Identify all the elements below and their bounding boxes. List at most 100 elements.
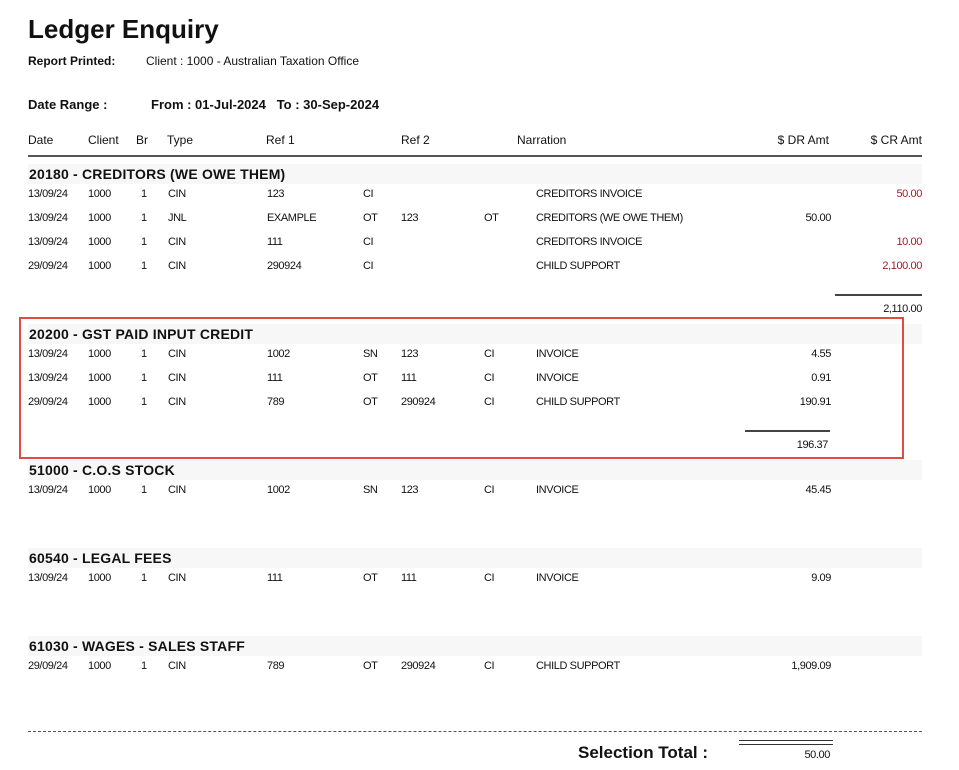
total-underline xyxy=(835,294,922,296)
col-dr-amt: $ DR Amt xyxy=(777,133,829,147)
cell-dr-amt: 45.45 xyxy=(805,484,831,496)
cell-client: 1000 xyxy=(88,572,111,584)
col-br: Br xyxy=(136,133,148,147)
cell-client: 1000 xyxy=(88,260,111,272)
cell-ref1: 789 xyxy=(267,396,285,408)
cell-narration: CHILD SUPPORT xyxy=(536,260,620,272)
cell-date: 13/09/24 xyxy=(28,348,68,360)
cell-type: CIN xyxy=(168,188,186,200)
header-divider xyxy=(28,155,922,157)
cell-date: 13/09/24 xyxy=(28,236,68,248)
cell-ref2: 290924 xyxy=(401,396,436,408)
cell-narration: INVOICE xyxy=(536,572,579,584)
cell-type: CIN xyxy=(168,660,186,672)
cell-narration: INVOICE xyxy=(536,484,579,496)
cell-ref1-code: OT xyxy=(363,660,378,672)
cell-ref1-code: OT xyxy=(363,212,378,224)
cell-date: 29/09/24 xyxy=(28,396,68,408)
cell-type: JNL xyxy=(168,212,187,224)
cell-ref1-code: SN xyxy=(363,348,378,360)
cell-ref1: 111 xyxy=(267,372,283,384)
cell-ref2-code: OT xyxy=(484,212,499,224)
account-header: 20200 - GST PAID INPUT CREDIT xyxy=(28,324,922,344)
account-group: 20180 - CREDITORS (WE OWE THEM) 13/09/24 1… xyxy=(28,164,922,324)
cell-type: CIN xyxy=(168,484,186,496)
cell-narration: CREDITORS INVOICE xyxy=(536,236,643,248)
cell-date: 13/09/24 xyxy=(28,212,68,224)
highlight-box xyxy=(19,317,904,459)
cell-date: 29/09/24 xyxy=(28,260,68,272)
cell-br: 1 xyxy=(141,188,147,200)
cell-client: 1000 xyxy=(88,348,111,360)
date-range-label: Date Range : xyxy=(28,97,108,112)
cell-ref1: 1002 xyxy=(267,484,290,496)
col-cr-amt: $ CR Amt xyxy=(870,133,922,147)
cell-ref1: EXAMPLE xyxy=(267,212,317,224)
table-row[interactable]: 13/09/24 1000 1 CIN 1002 SN 123 CI INVOICE 4.55 xyxy=(28,344,922,368)
table-row[interactable]: 13/09/24 1000 1 CIN 123 CI CREDITORS INVOICE 50… xyxy=(28,184,922,208)
cell-type: CIN xyxy=(168,236,186,248)
account-group: 60540 - LEGAL FEES 13/09/24 1000 1 CIN 111 OT 1… xyxy=(28,548,922,636)
cell-br: 1 xyxy=(141,660,147,672)
col-type: Type xyxy=(167,133,194,147)
cell-dr-amt: 190.91 xyxy=(799,396,832,408)
cell-dr-amt: 4.55 xyxy=(811,348,831,360)
cell-client: 1000 xyxy=(88,372,111,384)
cell-ref1-code: OT xyxy=(363,372,378,384)
cell-type: CIN xyxy=(168,372,186,384)
group-footer xyxy=(28,680,922,724)
table-row[interactable]: 29/09/24 1000 1 CIN 789 OT 290924 CI CHILD SUPPO… xyxy=(28,392,922,416)
cell-dr-amt: 0.91 xyxy=(811,372,831,384)
cell-ref1-code: CI xyxy=(363,260,374,272)
selection-total-label: Selection Total : xyxy=(578,743,709,762)
cell-br: 1 xyxy=(141,372,147,384)
cell-client: 1000 xyxy=(88,212,111,224)
col-narration: Narration xyxy=(517,133,567,147)
report-title: Ledger Enquiry xyxy=(28,14,219,44)
cell-ref2-code: CI xyxy=(484,660,495,672)
table-row[interactable]: 29/09/24 1000 1 CIN 290924 CI CHILD SUPPORT 2,1… xyxy=(28,256,922,280)
cell-type: CIN xyxy=(168,260,186,272)
cell-client: 1000 xyxy=(88,236,111,248)
cell-dr-amt: 1,909.09 xyxy=(791,660,831,672)
cell-ref2: 123 xyxy=(401,348,419,360)
cell-ref1-code: OT xyxy=(363,396,378,408)
cell-ref1-code: SN xyxy=(363,484,378,496)
cell-ref2: 111 xyxy=(401,572,417,584)
group-footer xyxy=(28,592,922,636)
ledger-body: 20180 - CREDITORS (WE OWE THEM) 13/09/24 1… xyxy=(28,164,922,724)
table-row[interactable]: 29/09/24 1000 1 CIN 789 OT 290924 CI CHILD SUPPO… xyxy=(28,656,922,680)
account-group: 20200 - GST PAID INPUT CREDIT 13/09/24 100… xyxy=(28,324,922,460)
cell-ref2: 123 xyxy=(401,212,419,224)
double-underline xyxy=(739,740,833,745)
cell-narration: CHILD SUPPORT xyxy=(536,660,620,672)
cell-ref2-code: CI xyxy=(484,348,495,360)
date-range-value: From : 01-Jul-2024 To : 30-Sep-2024 xyxy=(151,97,380,112)
cell-narration: CREDITORS (WE OWE THEM) xyxy=(536,212,683,224)
table-row[interactable]: 13/09/24 1000 1 CIN 111 CI CREDITORS INVOICE 10… xyxy=(28,232,922,256)
table-row[interactable]: 13/09/24 1000 1 CIN 1002 SN 123 CI INVOICE 45.45 xyxy=(28,480,922,504)
selection-total-value: 50.00 xyxy=(804,749,830,761)
col-ref1: Ref 1 xyxy=(266,133,295,147)
cell-narration: CHILD SUPPORT xyxy=(536,396,620,408)
table-row[interactable]: 13/09/24 1000 1 CIN 111 OT 111 CI INVOICE 0.91 xyxy=(28,368,922,392)
cell-date: 29/09/24 xyxy=(28,660,68,672)
col-client: Client xyxy=(88,133,119,147)
col-ref2: Ref 2 xyxy=(401,133,430,147)
total-cr: 2,110.00 xyxy=(883,303,922,315)
cell-cr-amt: 10.00 xyxy=(896,236,922,248)
cell-cr-amt: 50.00 xyxy=(896,188,922,200)
cell-narration: CREDITORS INVOICE xyxy=(536,188,643,200)
total-underline xyxy=(745,430,830,432)
cell-ref2-code: CI xyxy=(484,372,495,384)
table-row[interactable]: 13/09/24 1000 1 CIN 111 OT 111 CI INVOICE 9.09 xyxy=(28,568,922,592)
cell-ref1: 123 xyxy=(267,188,285,200)
col-date: Date xyxy=(28,133,54,147)
table-row[interactable]: 13/09/24 1000 1 JNL EXAMPLE OT 123 OT CREDITORS … xyxy=(28,208,922,232)
cell-type: CIN xyxy=(168,396,186,408)
cell-date: 13/09/24 xyxy=(28,372,68,384)
cell-br: 1 xyxy=(141,212,147,224)
cell-ref1-code: OT xyxy=(363,572,378,584)
cell-narration: INVOICE xyxy=(536,372,579,384)
cell-dr-amt: 9.09 xyxy=(811,572,831,584)
